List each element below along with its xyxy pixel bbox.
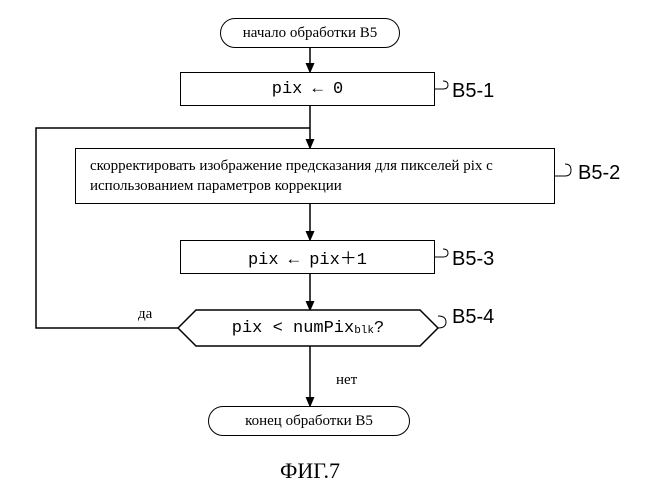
- figure-caption: ФИГ.7: [280, 458, 340, 484]
- process-step-2: скорректировать изображение предсказания…: [75, 148, 555, 204]
- figure-caption-text: ФИГ.7: [280, 458, 340, 483]
- decision-code-pre: pix < numPix: [232, 319, 354, 338]
- step3-code: pix ← pix＋1: [248, 244, 367, 270]
- branch-yes: да: [138, 306, 152, 323]
- terminal-start-text: начало обработки B5: [243, 25, 378, 42]
- step2-text: скорректировать изображение предсказания…: [90, 156, 540, 197]
- decision-step-4: pix < numPix blk ?: [200, 314, 416, 342]
- terminal-end-text: конец обработки B5: [245, 413, 373, 430]
- branch-no: нет: [336, 372, 357, 389]
- process-step-3: pix ← pix＋1: [180, 240, 435, 274]
- decision-code-sub: blk: [354, 325, 374, 337]
- label-b5-3-text: B5-3: [452, 248, 494, 270]
- label-b5-2-text: B5-2: [578, 162, 620, 184]
- terminal-end: конец обработки B5: [208, 406, 410, 436]
- branch-yes-text: да: [138, 306, 152, 322]
- label-b5-1: B5-1: [452, 80, 494, 103]
- process-step-1: pix ← 0: [180, 72, 435, 106]
- label-b5-4: B5-4: [452, 306, 494, 329]
- terminal-start: начало обработки B5: [220, 18, 400, 48]
- step1-code: pix ← 0: [272, 80, 343, 99]
- label-b5-1-text: B5-1: [452, 80, 494, 102]
- decision-code-post: ?: [374, 319, 384, 338]
- label-b5-3: B5-3: [452, 248, 494, 271]
- label-b5-2: B5-2: [578, 162, 620, 185]
- label-b5-4-text: B5-4: [452, 306, 494, 328]
- branch-no-text: нет: [336, 372, 357, 388]
